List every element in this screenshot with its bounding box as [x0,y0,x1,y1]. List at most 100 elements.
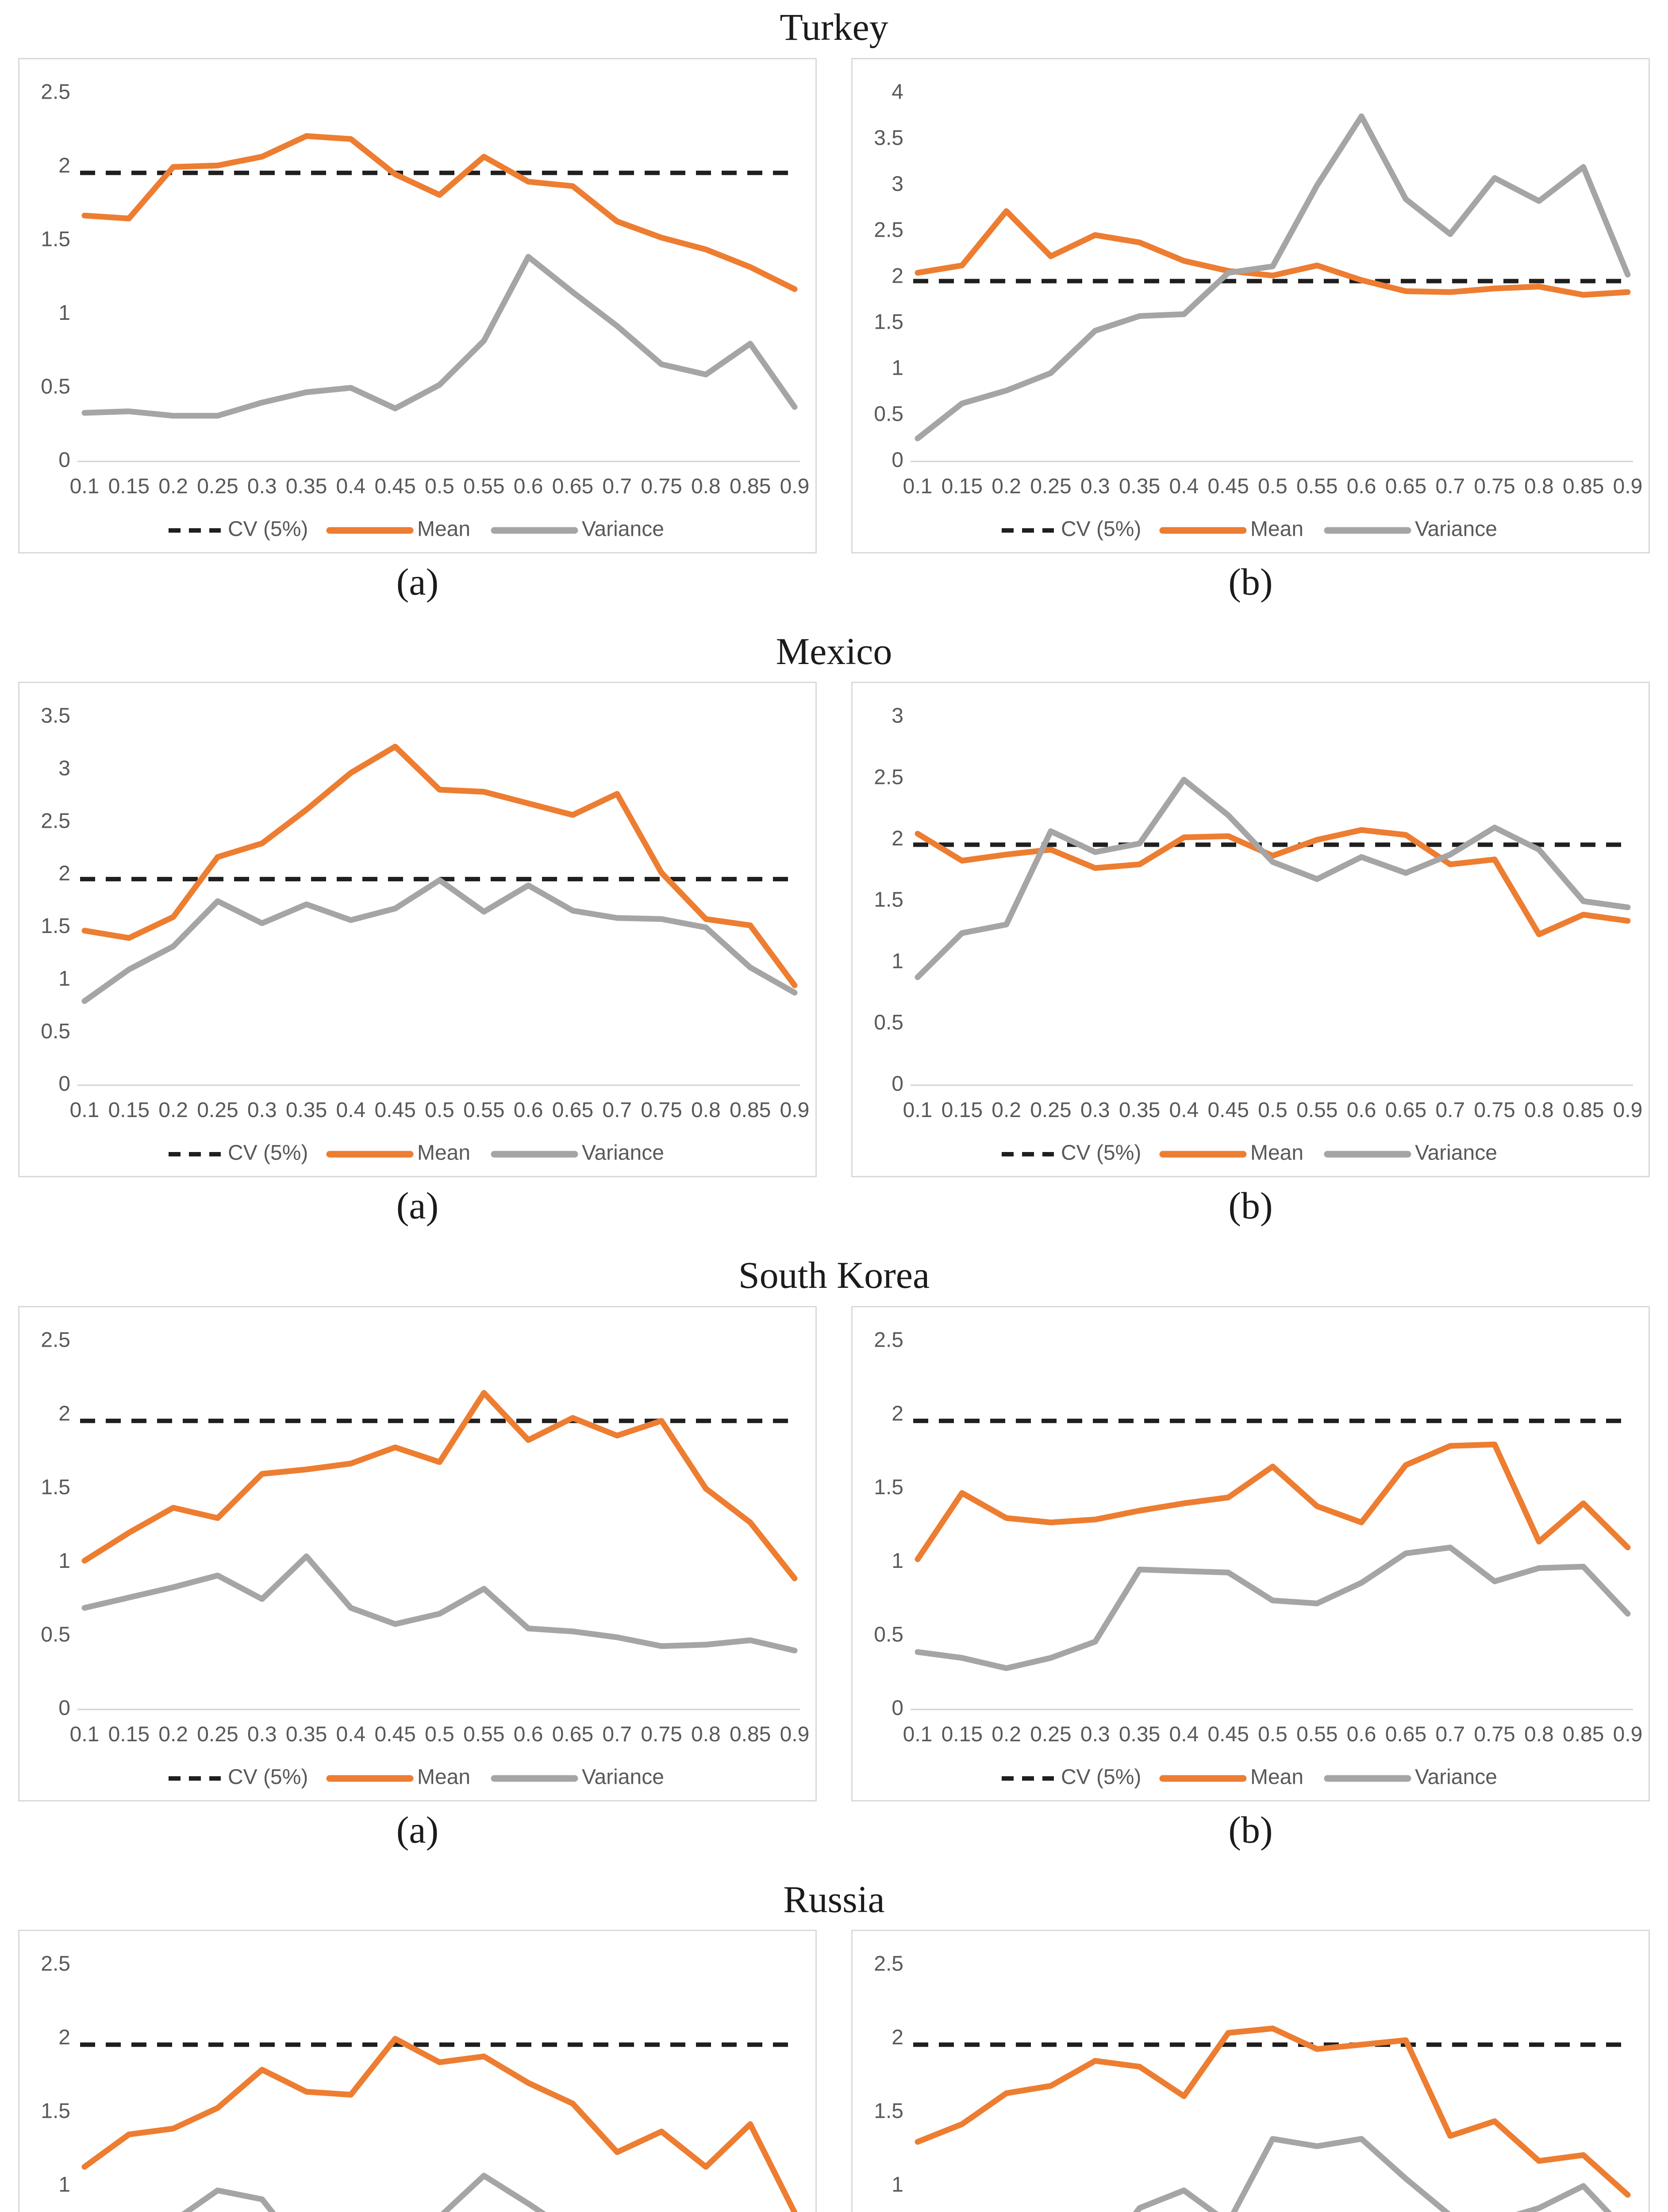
x-axis-tick-label: 0.75 [641,1098,682,1122]
y-axis-tick-label: 0.5 [874,1623,903,1646]
legend-mean-label: Mean [417,1141,470,1165]
y-axis-tick-label: 3 [892,172,903,196]
y-axis-tick-label: 0 [58,1696,70,1720]
y-axis-tick-label: 0.5 [41,375,70,398]
legend-cv-label: CV (5%) [1061,1141,1141,1165]
mean-line [81,2036,798,2212]
x-axis-tick-label: 0.35 [1119,1723,1160,1746]
mean-line [81,133,798,292]
x-axis-tick-label: 0.45 [1207,1098,1249,1122]
x-axis-tick-label: 0.35 [1119,1098,1160,1122]
x-axis-tick-label: 0.5 [425,1723,454,1746]
y-axis-tick-label: 1.5 [41,227,70,251]
x-axis-tick-label: 0.25 [197,1098,238,1122]
legend-mean-label: Mean [417,1765,470,1789]
x-axis-tick-label: 0.1 [70,1723,100,1746]
x-axis-tick-label: 0.85 [1563,475,1604,498]
x-axis-tick-label: 0.1 [903,1098,933,1122]
panel-label: (a) [396,1808,439,1851]
x-axis-tick-label: 0.2 [158,475,188,498]
chart-border [851,58,1650,553]
y-axis-tick-label: 0 [892,1696,903,1720]
chart-border [851,1930,1650,2212]
x-axis-tick-label: 0.5 [425,475,454,498]
legend-variance-label: Variance [582,1141,664,1165]
panel-label: (a) [396,560,439,603]
mean-line [915,208,1631,298]
variance-line [81,253,798,419]
x-axis-tick-label: 0.55 [463,1723,504,1746]
x-axis-tick-label: 0.25 [197,1723,238,1746]
chart-box-a: 00.511.522.50.10.150.20.250.30.350.40.45… [18,1930,817,2212]
mean-line [81,1390,798,1582]
chart-panel-a: 0 0.5 1 1.5 2 2.5 3 3.5 0.1 0.15 0.2 0.25 0.3 0.35 0.4… [18,682,817,1178]
x-axis-tick-label: 0.1 [70,475,100,498]
mean-line [915,827,1631,937]
x-axis-tick-label: 0.9 [780,1098,810,1122]
y-axis-tick-label: 1 [892,2173,903,2197]
mean-line [81,744,798,988]
x-axis-tick-label: 0.55 [1296,475,1337,498]
legend-variance-label: Variance [582,517,664,541]
y-axis-tick-label: 2.5 [874,218,903,242]
chart-panel-a: 00.511.522.50.10.150.20.250.30.350.40.45… [18,1930,817,2212]
x-axis-tick-label: 0.55 [1296,1723,1337,1746]
x-axis-tick-label: 0.8 [1524,1098,1554,1122]
y-axis-tick-label: 0 [892,448,903,472]
x-axis-tick-label: 0.9 [1613,1098,1643,1122]
x-axis-tick-label: 0.25 [1030,1098,1071,1122]
x-axis-tick-label: 0.6 [1347,1723,1376,1746]
y-axis-tick-label: 1.5 [41,914,70,938]
variance-line [915,777,1631,980]
panel-label: (b) [1228,560,1273,603]
y-axis-tick-label: 2 [892,2026,903,2049]
charts-row: 0 0.5 1 1.5 2 2.5 3 3.5 0.1 0.15 0.2 0.25 0.3 0.35 0.4… [0,682,1668,1178]
panel-label: (a) [396,1184,439,1227]
chart-panel-b: 00.511.522.50.10.150.20.250.30.350.40.45… [851,1930,1650,2212]
y-axis-tick-label: 2 [892,264,903,288]
legend-variance-label: Variance [1415,1141,1497,1165]
x-axis-tick-label: 0.25 [197,475,238,498]
panel-label: (b) [1228,1808,1273,1851]
y-axis-tick-label: 2 [58,1402,70,1425]
y-axis-tick-label: 4 [892,80,903,104]
x-axis-tick-label: 0.75 [641,475,682,498]
x-axis-tick-label: 0.2 [158,1723,188,1746]
x-axis-tick-label: 0.65 [1385,1723,1426,1746]
x-axis-tick-label: 0.4 [1169,1723,1199,1746]
x-axis-tick-label: 0.15 [108,475,150,498]
x-axis-tick-label: 0.15 [108,1723,150,1746]
x-axis-tick-label: 0.4 [336,1098,366,1122]
y-axis-tick-label: 2 [58,2026,70,2049]
x-axis-tick-label: 0.85 [730,475,771,498]
y-axis-tick-label: 0.5 [874,402,903,426]
y-axis-tick-label: 2.5 [41,80,70,104]
y-axis-tick-label: 1 [58,967,70,991]
country-section: Russia00.511.522.50.10.150.20.250.30.350… [0,1878,1668,2212]
x-axis-tick-label: 0.15 [108,1098,150,1122]
variance-line [81,877,798,1004]
legend-mean-label: Mean [1250,517,1303,541]
y-axis-tick-label: 2 [58,862,70,885]
x-axis-tick-label: 0.4 [336,475,366,498]
panel-labels-row: (a) (b) [0,560,1668,604]
y-axis-tick-label: 2.5 [874,766,903,789]
x-axis-tick-label: 0.6 [1347,1098,1376,1122]
x-axis-tick-label: 0.8 [691,1723,721,1746]
x-axis-tick-label: 0.45 [1207,475,1249,498]
x-axis-tick-label: 0.1 [903,475,933,498]
x-axis-tick-label: 0.5 [1258,475,1288,498]
legend-cv-label: CV (5%) [1061,517,1141,541]
chart-box-a: 0 0.5 1 1.5 2 2.5 3 3.5 0.1 0.15 0.2 0.25 0.3 0.35 0.4… [18,682,817,1178]
y-axis-tick-label: 3 [58,757,70,780]
y-axis-tick-label: 2.5 [874,1952,903,1976]
x-axis-tick-label: 0.4 [1169,1098,1199,1122]
x-axis-tick-label: 0.7 [602,1098,632,1122]
x-axis-tick-label: 0.85 [730,1723,771,1746]
y-axis-tick-label: 0.5 [41,1623,70,1646]
